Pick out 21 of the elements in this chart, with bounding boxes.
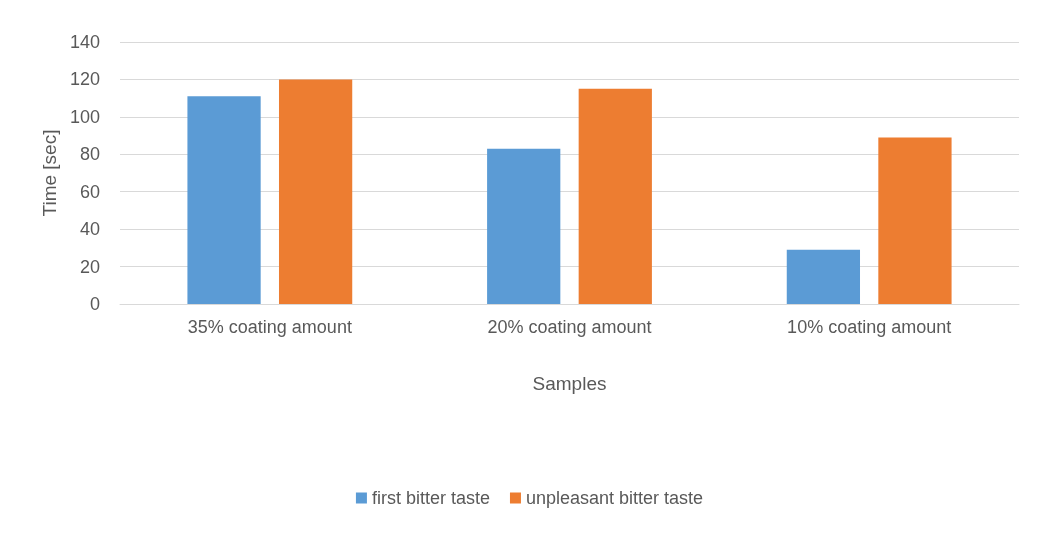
- legend-label: unpleasant bitter taste: [525, 488, 704, 508]
- y-tick-label: 20: [79, 256, 100, 277]
- x-tick-label: 10% coating amount: [787, 317, 952, 337]
- y-tick-label: 40: [79, 219, 100, 240]
- x-tick-label: 20% coating amount: [487, 317, 652, 337]
- bar: [786, 249, 861, 304]
- legend-label: first bitter taste: [371, 488, 490, 508]
- bar: [187, 96, 261, 304]
- y-tick-label: 140: [69, 32, 100, 52]
- x-axis-title: Samples: [532, 373, 607, 394]
- y-axis-title: Time [sec]: [39, 129, 61, 217]
- y-tick-label: 100: [69, 106, 100, 127]
- bar: [278, 79, 353, 304]
- x-tick-label: 35% coating amount: [187, 317, 352, 337]
- y-tick-label: 0: [89, 294, 100, 314]
- bar: [487, 148, 561, 304]
- y-tick-label: 80: [79, 144, 100, 165]
- bar: [578, 88, 652, 304]
- y-tick-label: 60: [79, 181, 100, 202]
- bar: [878, 137, 952, 304]
- y-tick-label: 120: [69, 69, 100, 90]
